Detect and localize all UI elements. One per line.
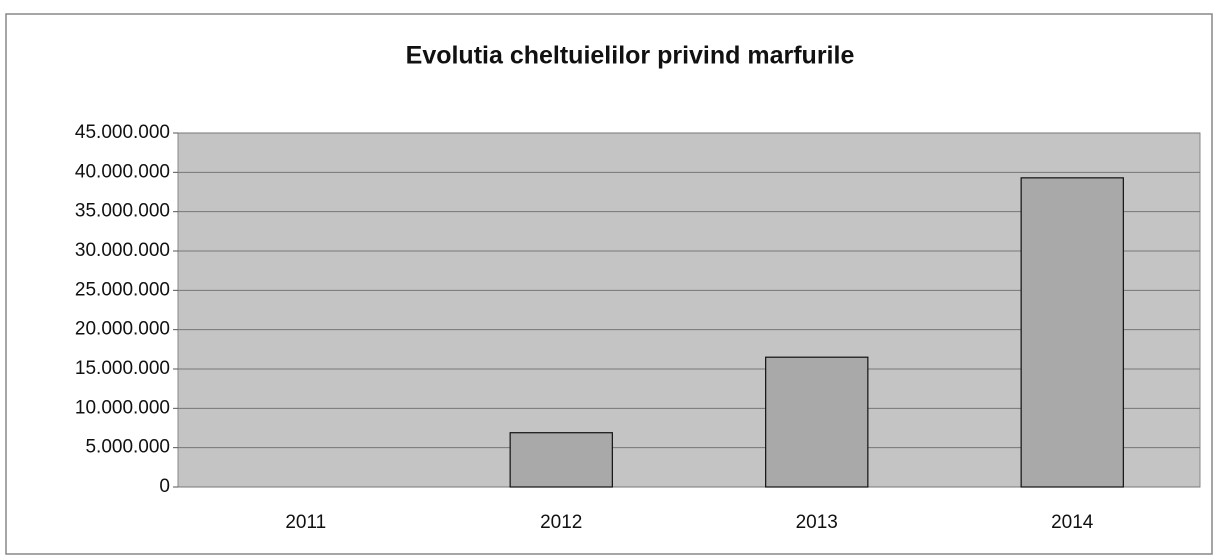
y-tick-label: 20.000.000	[75, 319, 170, 340]
y-tick-label: 40.000.000	[75, 161, 170, 182]
x-tick-label: 2011	[285, 512, 326, 533]
y-tick-label: 0	[159, 476, 170, 497]
y-tick-label: 15.000.000	[75, 358, 170, 379]
x-tick-label: 2013	[796, 512, 838, 533]
chart-title: Evolutia cheltuielilor privind marfurile	[406, 42, 855, 70]
y-tick-label: 25.000.000	[75, 279, 170, 300]
y-tick-label: 45.000.000	[75, 122, 170, 143]
y-tick-label: 30.000.000	[75, 240, 170, 261]
bar	[765, 356, 869, 488]
x-tick-label: 2014	[1051, 512, 1094, 533]
bar	[509, 432, 613, 488]
y-tick-label: 10.000.000	[75, 397, 170, 418]
bar	[1020, 177, 1124, 488]
y-tick-label: 5.000.000	[85, 437, 170, 458]
x-tick-label: 2012	[540, 512, 582, 533]
y-tick-label: 35.000.000	[75, 201, 170, 222]
